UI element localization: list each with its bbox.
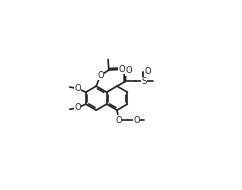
Text: O: O [74, 84, 81, 93]
Text: O: O [74, 103, 81, 112]
Text: O: O [119, 65, 125, 74]
Text: O: O [144, 67, 151, 76]
Text: S: S [141, 77, 147, 86]
Text: O: O [126, 66, 132, 75]
Text: O: O [133, 116, 140, 125]
Text: O: O [115, 116, 122, 125]
Text: O: O [97, 71, 104, 80]
